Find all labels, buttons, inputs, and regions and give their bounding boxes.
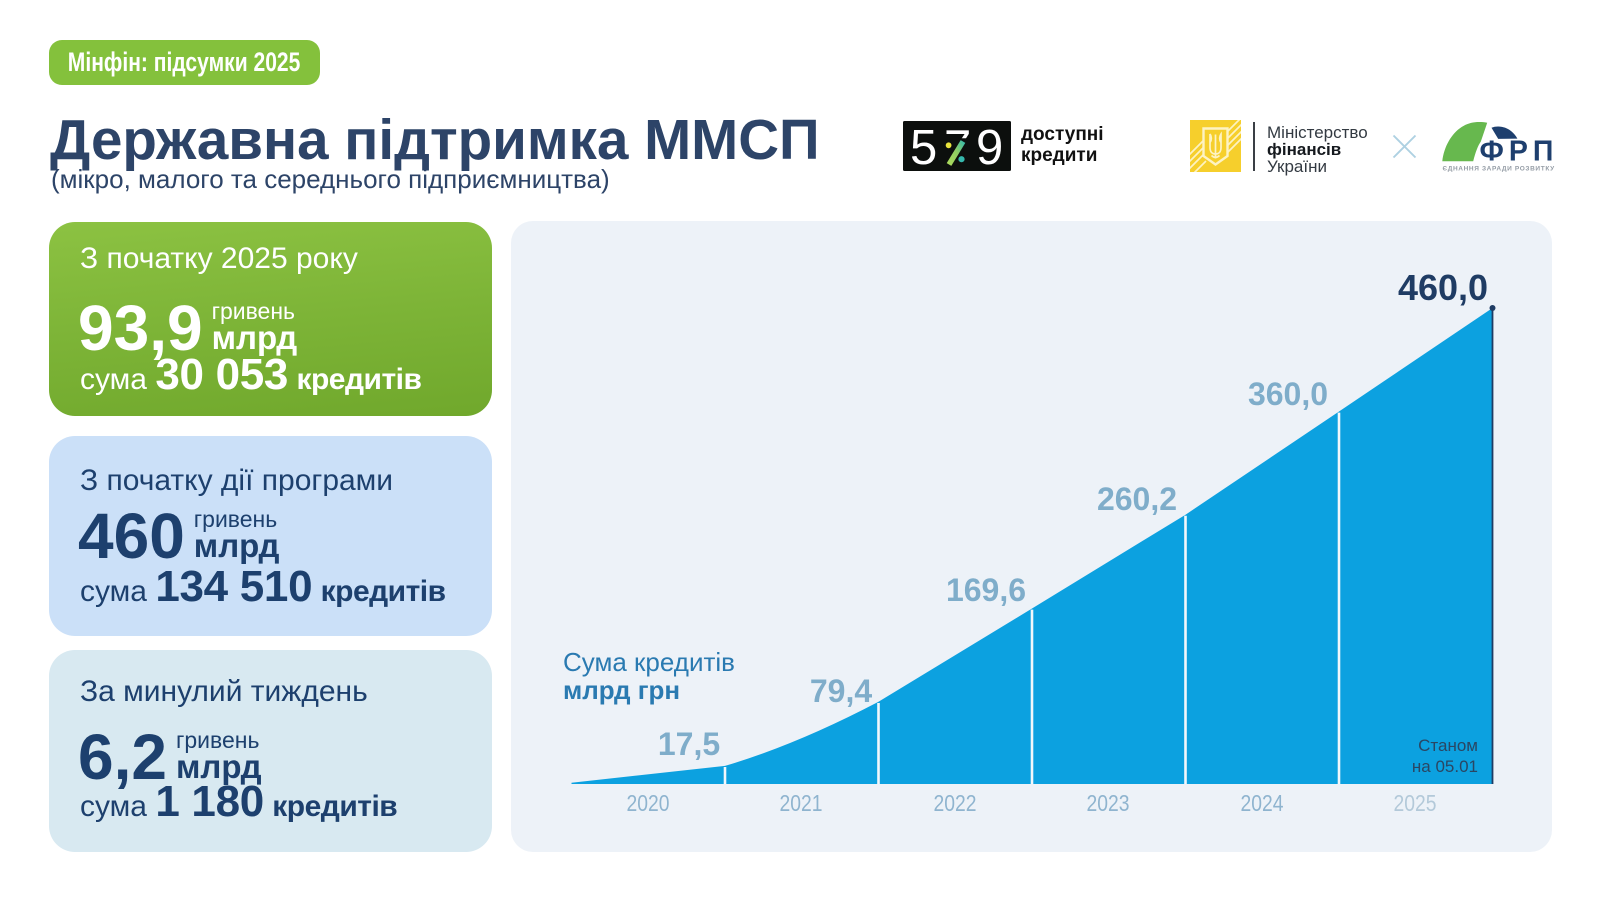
svg-text:5: 5	[910, 121, 937, 171]
svg-text:9: 9	[976, 121, 1003, 171]
svg-text:ЄДНАННЯ ЗАРАДИ РОЗВИТКУ: ЄДНАННЯ ЗАРАДИ РОЗВИТКУ	[1443, 166, 1556, 173]
svg-text:ФРП: ФРП	[1480, 136, 1559, 168]
svg-text:7: 7	[944, 121, 971, 171]
